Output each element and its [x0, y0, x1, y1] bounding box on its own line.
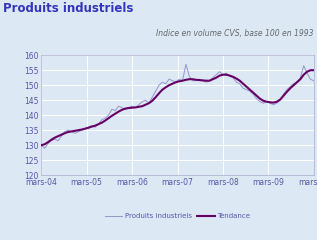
Text: Produits industriels: Produits industriels — [3, 2, 133, 15]
Text: Indice en volume CVS, base 100 en 1993: Indice en volume CVS, base 100 en 1993 — [156, 29, 314, 38]
Legend: Produits industriels, Tendance: Produits industriels, Tendance — [102, 210, 253, 222]
